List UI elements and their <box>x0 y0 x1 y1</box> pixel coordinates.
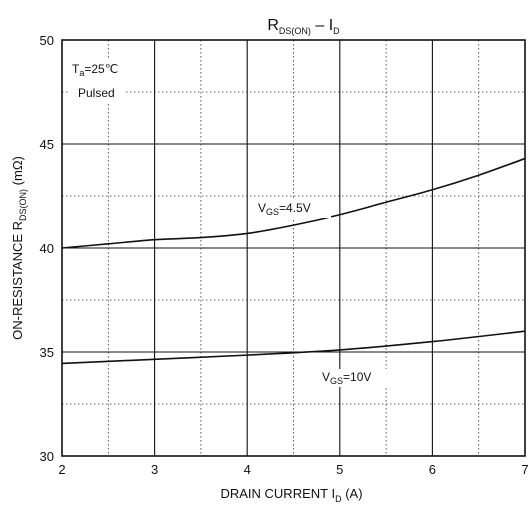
chart-title: RDS(ON) – ID <box>267 17 340 36</box>
x-tick-label: 5 <box>336 462 343 477</box>
x-tick-label: 3 <box>151 462 158 477</box>
x-axis-title-main: DRAIN CURRENT I <box>220 486 335 501</box>
x-tick-label: 6 <box>429 462 436 477</box>
y-axis-title-unit: (mΩ) <box>10 156 25 189</box>
chart-title-sub2: D <box>333 26 340 36</box>
ta-label: Ta=25℃ <box>72 62 118 78</box>
ta-symbol: T <box>72 62 80 76</box>
y-tick-label: 40 <box>40 241 54 256</box>
chart-title-main: R <box>267 17 279 34</box>
x-axis-title-sub: D <box>335 494 342 504</box>
series-line-1 <box>61 330 526 365</box>
vgs-value: =4.5V <box>279 201 311 215</box>
pulsed-label: Pulsed <box>78 86 115 100</box>
y-tick-labels: 30 35 40 45 50 <box>40 33 54 464</box>
plot-frame <box>61 39 526 457</box>
chart-title-mid: – I <box>311 17 333 34</box>
x-axis-title: DRAIN CURRENT ID (A) <box>220 486 362 504</box>
y-axis-title: ON-RESISTANCE RDS(ON) (mΩ) <box>10 156 28 340</box>
x-axis-title-unit: (A) <box>342 486 363 501</box>
y-tick-label: 50 <box>40 33 54 48</box>
series-label-vgs-4-5v: VGS=4.5V <box>255 200 331 218</box>
x-tick-labels: 2 3 4 5 6 7 <box>58 462 528 477</box>
series-label-vgs-10v: VGS=10V <box>319 369 389 387</box>
vgs-subscript: GS <box>266 207 279 217</box>
vgs-symbol: V <box>322 370 330 384</box>
y-tick-label: 30 <box>40 449 54 464</box>
series-line-0 <box>61 157 526 249</box>
y-axis-title-sub: DS(ON) <box>18 189 28 221</box>
chart-title-sub: DS(ON) <box>279 26 311 36</box>
series-layer <box>61 157 526 365</box>
vgs-value: =10V <box>343 370 371 384</box>
ta-subscript: a <box>79 68 84 78</box>
conditions-box: Ta=25℃ Pulsed <box>68 60 126 102</box>
vgs-symbol: V <box>258 201 266 215</box>
y-tick-label: 45 <box>40 137 54 152</box>
vgs-subscript: GS <box>330 376 343 386</box>
x-tick-label: 4 <box>244 462 251 477</box>
x-tick-label: 7 <box>521 462 528 477</box>
series-label-vgs-10v-text: VGS=10V <box>322 370 371 386</box>
y-tick-label: 35 <box>40 345 54 360</box>
series-label-vgs-4-5v-text: VGS=4.5V <box>258 201 311 217</box>
ta-value: =25℃ <box>84 62 118 76</box>
x-tick-label: 2 <box>58 462 65 477</box>
y-axis-title-main: ON-RESISTANCE R <box>10 221 25 340</box>
major-grid <box>62 40 525 456</box>
